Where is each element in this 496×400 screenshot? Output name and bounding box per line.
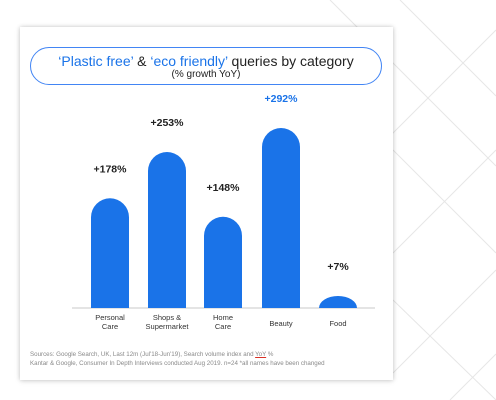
title-ampersand: & — [133, 53, 151, 69]
category-label-0-0: Personal — [95, 313, 125, 322]
chart-subtitle: (% growth YoY) — [171, 69, 241, 80]
sources-footnote: Sources: Google Search, UK, Last 12m (Ju… — [30, 350, 390, 368]
category-label-1-0: Shops & — [153, 313, 181, 322]
sources-line-1-text: Sources: Google Search, UK, Last 12m (Ju… — [30, 351, 256, 358]
category-label-2-1: Care — [215, 322, 231, 331]
value-label-0: +178% — [94, 163, 128, 175]
title-rest: queries by category — [227, 53, 354, 69]
bar-2 — [204, 216, 242, 308]
value-label-2: +148% — [207, 182, 241, 194]
title-highlight-plastic-free: ‘Plastic free’ — [58, 53, 134, 69]
bar-1 — [148, 152, 186, 308]
sources-line-1: Sources: Google Search, UK, Last 12m (Ju… — [30, 350, 390, 359]
category-label-2-0: Home — [213, 313, 233, 322]
bar-0 — [91, 198, 129, 308]
value-label-3: +292% — [265, 93, 299, 105]
chart-title: ‘Plastic free’ & ‘eco friendly’ queries … — [31, 53, 381, 69]
bar-chart: +178%+253%+148%+292%+7% PersonalCareShop… — [72, 93, 375, 331]
category-label-0-1: Care — [102, 322, 118, 331]
sources-line-1-end: % — [266, 351, 274, 358]
category-label-1-1: Supermarket — [146, 322, 190, 331]
sources-yoy: YoY — [255, 351, 267, 358]
title-highlight-eco-friendly: ‘eco friendly’ — [150, 53, 228, 69]
title-pill: ‘Plastic free’ & ‘eco friendly’ queries … — [30, 47, 382, 85]
category-label-4-0: Food — [329, 319, 346, 328]
bar-3 — [262, 128, 300, 308]
value-label-1: +253% — [151, 117, 185, 129]
value-label-4: +7% — [327, 261, 349, 273]
bar-4 — [319, 296, 357, 308]
sources-line-2: Kantar & Google, Consumer In Depth Inter… — [30, 360, 325, 367]
chart-card: ‘Plastic free’ & ‘eco friendly’ queries … — [20, 27, 393, 380]
category-label-3-0: Beauty — [269, 319, 293, 328]
